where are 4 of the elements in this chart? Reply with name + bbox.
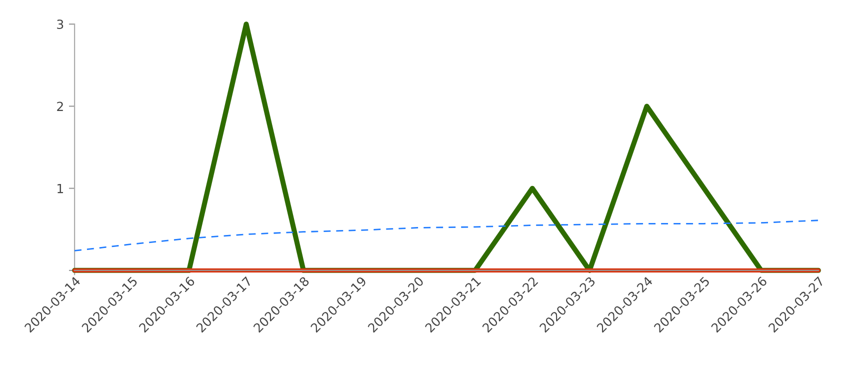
y-tick-label: 3 (57, 20, 64, 30)
y-tick-label: 1 (58, 184, 63, 194)
line-series (74, 220, 820, 252)
y-tick-label: 2 (57, 102, 63, 111)
